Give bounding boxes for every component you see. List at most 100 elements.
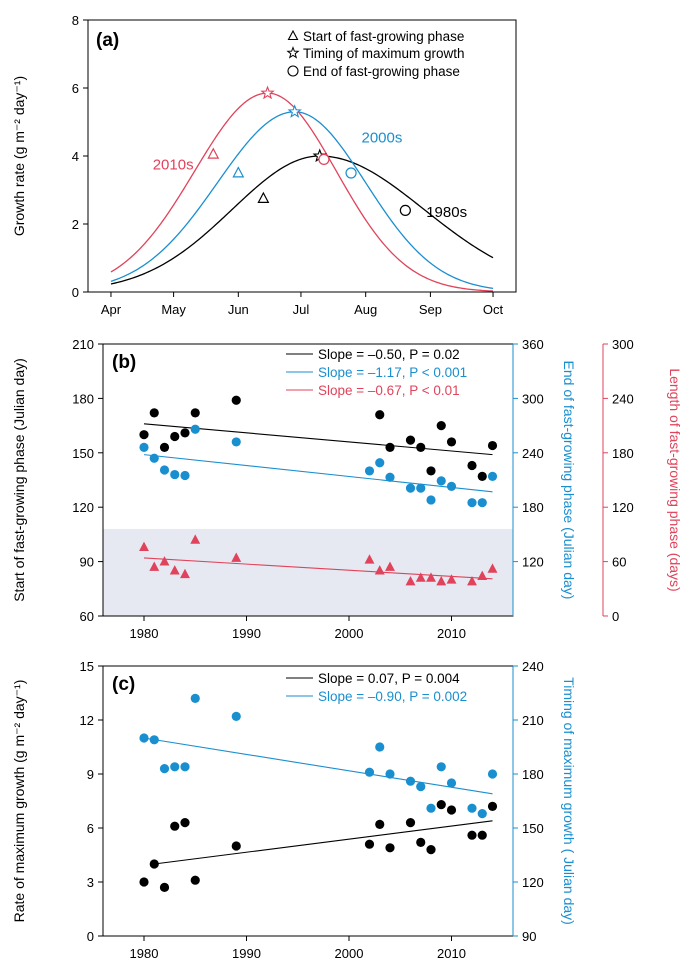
point-Start bbox=[375, 410, 385, 420]
trend-Timing bbox=[143, 737, 493, 795]
legend-star-icon bbox=[286, 46, 300, 59]
legend-slope-length: Slope = –0.67, P < 0.01 bbox=[318, 383, 460, 398]
point-Rate bbox=[385, 843, 395, 853]
panel-a: (a) 0 2 4 6 8 Apr May Jun Jul Aug Sep Oct Growth r… bbox=[11, 13, 517, 317]
y-tick-label: 90 bbox=[80, 555, 94, 570]
panel-a-x-ticks: Apr May Jun Jul Aug Sep Oct bbox=[101, 292, 504, 317]
legend-circle-icon bbox=[287, 65, 299, 77]
max-marker-2010s bbox=[260, 85, 275, 100]
panel-a-y-ticks: 0 2 4 6 8 bbox=[72, 13, 88, 300]
end-marker-2010s bbox=[318, 153, 330, 165]
panel-c-plot bbox=[139, 693, 498, 893]
x-tick-label: 1980 bbox=[130, 946, 159, 961]
x-tick-label: 2010 bbox=[437, 626, 466, 641]
x-tick-label: May bbox=[161, 302, 186, 317]
panel-c-right-axis-ticks: 90 120 150 180 210 240 bbox=[512, 659, 544, 944]
panel-c-frame bbox=[102, 665, 514, 937]
point-End bbox=[436, 476, 446, 486]
right-2-tick-label: 180 bbox=[612, 446, 634, 461]
point-Start bbox=[159, 442, 170, 452]
x-tick-label: 1980 bbox=[130, 626, 159, 641]
point-End bbox=[405, 483, 416, 493]
point-Rate bbox=[477, 830, 487, 840]
point-End bbox=[385, 472, 395, 482]
right-2-tick-label: 60 bbox=[612, 555, 626, 570]
point-End bbox=[190, 424, 200, 434]
point-End bbox=[446, 481, 457, 491]
panel-a-label: (a) bbox=[96, 30, 119, 51]
panel-c-y-ticks: 0 3 6 9 12 15 bbox=[80, 659, 103, 944]
point-Rate bbox=[180, 818, 190, 828]
point-Length bbox=[159, 556, 170, 566]
point-Rate bbox=[426, 845, 436, 855]
curve-1980s bbox=[110, 155, 494, 285]
point-End bbox=[170, 469, 180, 480]
y-tick-label: 60 bbox=[80, 609, 94, 624]
point-Timing bbox=[426, 803, 436, 813]
legend-triangle-icon bbox=[287, 29, 299, 41]
point-Timing bbox=[170, 762, 180, 772]
right-tick-label: 240 bbox=[522, 659, 544, 674]
x-tick-label: Jul bbox=[293, 302, 310, 317]
end-marker-2000s bbox=[345, 167, 357, 179]
point-Rate bbox=[446, 805, 457, 815]
y-tick-label: 210 bbox=[72, 337, 94, 352]
point-Timing bbox=[385, 769, 395, 779]
panel-a-series-labels: 1980s 2000s 2010s bbox=[153, 129, 467, 221]
point-Rate bbox=[190, 875, 200, 885]
panel-b-label: (b) bbox=[112, 352, 136, 373]
point-Rate bbox=[159, 882, 170, 893]
curve-2000s bbox=[110, 111, 494, 290]
point-End bbox=[159, 465, 170, 475]
point-Rate bbox=[364, 839, 375, 849]
x-tick-label: Sep bbox=[419, 302, 442, 317]
right-2-tick-label: 240 bbox=[612, 391, 634, 406]
y-tick-label: 8 bbox=[72, 13, 79, 28]
point-Length bbox=[149, 561, 160, 571]
y-tick-label: 3 bbox=[87, 875, 94, 890]
point-End bbox=[364, 466, 375, 476]
point-Start bbox=[405, 435, 416, 445]
right-tick-label: 120 bbox=[522, 555, 544, 570]
x-tick-label: 2010 bbox=[437, 946, 466, 961]
x-tick-label: 2000 bbox=[335, 626, 364, 641]
panel-a-y-axis-label: Growth rate (g m⁻² day⁻¹) bbox=[11, 76, 27, 236]
y-tick-label: 9 bbox=[87, 767, 94, 782]
right-tick-label: 240 bbox=[522, 446, 544, 461]
point-Rate bbox=[416, 837, 426, 848]
point-End bbox=[231, 437, 241, 447]
point-Rate bbox=[231, 841, 241, 851]
right-tick-label: 360 bbox=[522, 337, 544, 352]
panel-b-right-axis-1-ticks: 120 180 240 300 360 bbox=[512, 337, 544, 616]
point-Timing bbox=[159, 764, 170, 774]
right-2-tick-label: 0 bbox=[612, 609, 619, 624]
point-Length bbox=[364, 554, 375, 564]
y-tick-label: 6 bbox=[87, 821, 94, 836]
point-Timing bbox=[190, 693, 200, 704]
panel-b-x-ticks: 1980 1990 2000 2010 bbox=[130, 616, 466, 641]
y-tick-label: 0 bbox=[87, 929, 94, 944]
x-tick-label: Aug bbox=[354, 302, 377, 317]
right-tick-label: 120 bbox=[522, 875, 544, 890]
y-tick-label: 6 bbox=[72, 81, 79, 96]
panel-b-right-axis-1-label: End of fast-growing phase (Julian day) bbox=[561, 361, 577, 600]
panel-c-x-ticks: 1980 1990 2000 2010 bbox=[130, 936, 466, 961]
point-Length bbox=[385, 561, 395, 571]
x-tick-label: Jun bbox=[228, 302, 249, 317]
x-tick-label: Oct bbox=[483, 302, 504, 317]
x-tick-label: 2000 bbox=[335, 946, 364, 961]
x-tick-label: 1990 bbox=[232, 626, 261, 641]
point-Rate bbox=[139, 877, 149, 887]
y-tick-label: 12 bbox=[80, 713, 94, 728]
point-Length bbox=[180, 568, 190, 579]
right-2-tick-label: 120 bbox=[612, 500, 634, 515]
y-tick-label: 120 bbox=[72, 500, 94, 515]
y-tick-label: 0 bbox=[72, 285, 79, 300]
point-Rate bbox=[405, 818, 416, 828]
y-tick-label: 4 bbox=[72, 149, 79, 164]
panel-c-right-axis-label: Timing of maximum growth ( Julian day) bbox=[561, 677, 577, 925]
legend-end-label: End of fast-growing phase bbox=[303, 64, 460, 79]
point-Rate bbox=[487, 801, 498, 812]
point-End bbox=[467, 498, 477, 508]
legend-slope-end: Slope = –1.17, P < 0.001 bbox=[318, 365, 467, 380]
